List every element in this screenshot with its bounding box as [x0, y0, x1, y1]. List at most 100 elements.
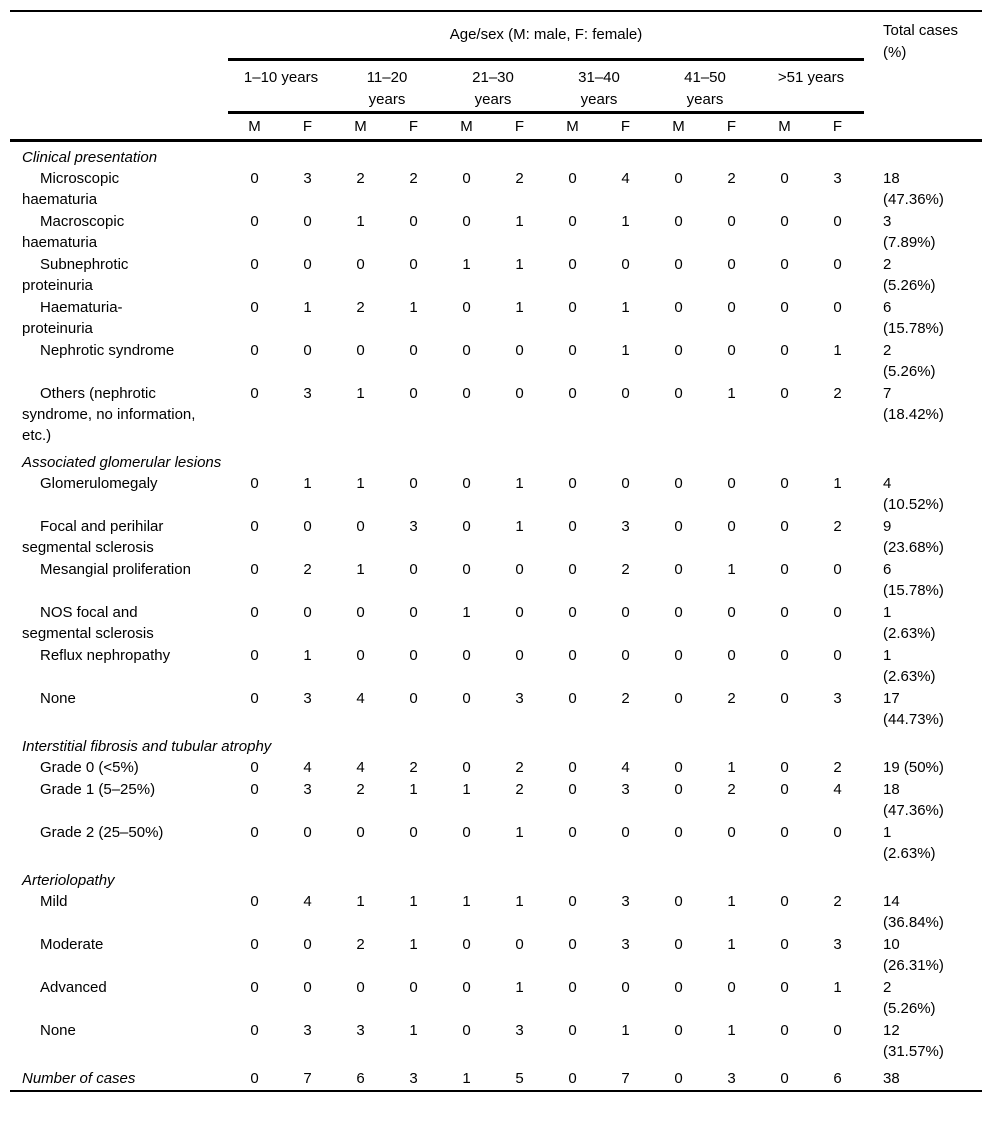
value-cell: 0 [621, 646, 630, 664]
age-group-header-21-30: 21–30 years [440, 59, 546, 114]
value-cell: 0 [780, 384, 789, 402]
sex-header-f: F [599, 112, 652, 142]
value-cell: 0 [515, 341, 524, 359]
row-label: None [40, 689, 76, 707]
value-cell: 3 [621, 780, 630, 798]
row-label: Mesangial proliferation [40, 560, 191, 578]
header-label-spacer [10, 59, 228, 112]
value-cell: 0 [727, 474, 736, 492]
value-cell: 0 [250, 1021, 259, 1039]
value-cell: 0 [462, 474, 471, 492]
value-cell: 0 [568, 255, 577, 273]
value-cell: 0 [409, 823, 418, 841]
value-cell: 1 [462, 255, 471, 273]
section-row: Interstitial fibrosis and tubular atroph… [10, 731, 982, 757]
sex-header-f: F [387, 112, 440, 142]
section-title: Clinical presentation [22, 148, 158, 166]
value-cell: 0 [621, 384, 630, 402]
value-cell: 0 [462, 341, 471, 359]
section-row: Arteriolopathy [10, 865, 982, 891]
value-cell: 0 [833, 298, 842, 316]
value-cell: 0 [356, 341, 365, 359]
value-cell: 2 [515, 780, 524, 798]
value-cell: 0 [462, 646, 471, 664]
value-cell: 2 [515, 758, 524, 776]
value-cell: 0 [515, 935, 524, 953]
sex-header-f: F [811, 112, 864, 142]
value-cell: 1 [409, 935, 418, 953]
value-cell: 0 [674, 560, 683, 578]
header-label-spacer [10, 11, 228, 59]
total-cases-header: Total cases (%) [864, 11, 982, 142]
value-cell: 0 [409, 341, 418, 359]
value-cell: 1 [303, 298, 312, 316]
value-cell: 1 [727, 892, 736, 910]
sex-header-m: M [758, 112, 811, 142]
value-cell: 0 [780, 758, 789, 776]
value-cell: 0 [568, 560, 577, 578]
table-row: Focal and perihilar segmental sclerosis … [10, 516, 982, 559]
value-cell: 3 [356, 1021, 365, 1039]
value-cell: 1 [727, 758, 736, 776]
value-cell: 0 [780, 1021, 789, 1039]
value-cell: 1 [621, 341, 630, 359]
row-label: Microscopic haematuria [22, 169, 120, 208]
value-cell: 0 [674, 892, 683, 910]
total-cell: 1 (2.63%) [883, 646, 936, 685]
total-cell: 38 [883, 1069, 900, 1087]
value-cell: 4 [303, 892, 312, 910]
row-label: None [40, 1021, 76, 1039]
value-cell: 0 [833, 212, 842, 230]
value-cell: 1 [356, 212, 365, 230]
value-cell: 1 [515, 298, 524, 316]
value-cell: 0 [462, 689, 471, 707]
total-cell: 17 (44.73%) [883, 689, 944, 728]
total-cell: 1 (2.63%) [883, 603, 936, 642]
section-title: Interstitial fibrosis and tubular atroph… [22, 737, 272, 755]
value-cell: 0 [568, 689, 577, 707]
table-row: Advanced 0 0 0 0 0 1 0 0 0 0 0 1 2 (5.26… [10, 977, 982, 1020]
value-cell: 0 [727, 646, 736, 664]
value-cell: 0 [621, 255, 630, 273]
value-cell: 0 [303, 935, 312, 953]
value-cell: 0 [515, 603, 524, 621]
sex-header-m: M [228, 112, 281, 142]
value-cell: 3 [409, 1069, 418, 1087]
value-cell: 1 [462, 892, 471, 910]
value-cell: 2 [409, 758, 418, 776]
value-cell: 1 [462, 780, 471, 798]
value-cell: 0 [621, 603, 630, 621]
value-cell: 0 [356, 978, 365, 996]
value-cell: 0 [674, 823, 683, 841]
value-cell: 0 [833, 1021, 842, 1039]
value-cell: 3 [833, 169, 842, 187]
value-cell: 3 [727, 1069, 736, 1087]
value-cell: 0 [674, 298, 683, 316]
row-label: Number of cases [22, 1069, 136, 1087]
total-cell: 10 (26.31%) [883, 935, 944, 974]
row-label: Focal and perihilar segmental sclerosis [22, 517, 164, 556]
value-cell: 2 [833, 384, 842, 402]
value-cell: 0 [568, 646, 577, 664]
value-cell: 0 [674, 603, 683, 621]
value-cell: 0 [780, 603, 789, 621]
table-row: Subnephrotic proteinuria 0 0 0 0 1 1 0 0… [10, 254, 982, 297]
row-label: Reflux nephropathy [40, 646, 171, 664]
value-cell: 3 [621, 517, 630, 535]
value-cell: 0 [568, 935, 577, 953]
table-row: None 0 3 3 1 0 3 0 1 0 1 0 0 12 (31.57%) [10, 1020, 982, 1063]
value-cell: 0 [780, 169, 789, 187]
total-cell: 14 (36.84%) [883, 892, 944, 931]
value-cell: 2 [727, 169, 736, 187]
value-cell: 0 [727, 341, 736, 359]
total-cell: 7 (18.42%) [883, 384, 944, 423]
value-cell: 0 [250, 212, 259, 230]
value-cell: 4 [833, 780, 842, 798]
value-cell: 0 [674, 474, 683, 492]
row-label: Advanced [40, 978, 107, 996]
value-cell: 0 [674, 646, 683, 664]
value-cell: 0 [727, 823, 736, 841]
value-cell: 1 [621, 212, 630, 230]
value-cell: 0 [568, 892, 577, 910]
value-cell: 0 [462, 823, 471, 841]
